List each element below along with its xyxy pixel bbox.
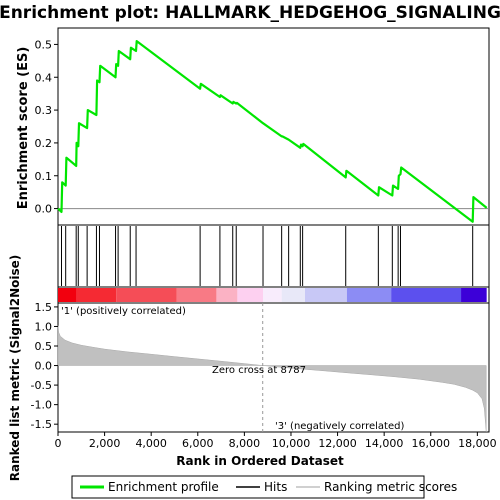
es-y-axis-label: Enrichment score (ES): [16, 47, 31, 210]
ranking-metric-area: [57, 325, 487, 433]
hits-panel: [57, 224, 490, 288]
ranking-metric-series: [57, 325, 487, 433]
legend: Enrichment profile Hits Ranking metric s…: [71, 475, 457, 499]
positive-correlation-label: '1' (positively correlated): [61, 306, 186, 317]
enrichment-plot-frame: [57, 27, 490, 226]
hit-markers: [60, 226, 474, 286]
rank-colorbar-segment: [216, 288, 238, 302]
rank-ytick-label: 0.0: [35, 360, 53, 373]
rank-colorbar-segment: [263, 288, 282, 302]
rank-xtick-label: 8,000: [229, 437, 261, 450]
rank-ytick-label: 1.0: [35, 320, 53, 333]
hits-plot-frame: [57, 224, 490, 288]
es-y-axis-ticks: 0.0 0.1 0.2 0.3 0.4 0.5: [35, 38, 58, 216]
rank-ytick-label: -1.5: [31, 418, 52, 431]
rank-colorbar-segment: [58, 288, 77, 302]
rank-xtick-label: 10,000: [272, 437, 311, 450]
rank-colorbar: [57, 286, 490, 304]
es-ytick-label: 0.1: [35, 170, 53, 183]
rank-y-axis-label: Ranked list metric (Signal2Noise): [8, 255, 22, 482]
rank-colorbar-segment: [461, 288, 487, 302]
rank-colorbar-segments: [58, 288, 487, 302]
rank-colorbar-segment: [237, 288, 264, 302]
es-ytick-label: 0.2: [35, 137, 53, 150]
figure-title: Enrichment plot: HALLMARK_HEDGEHOG_SIGNA…: [0, 3, 500, 23]
rank-xtick-label: 6,000: [182, 437, 214, 450]
rank-colorbar-segment: [116, 288, 177, 302]
rank-x-axis-ticks: 0 2,000 4,000 6,000 8,000 10,000 12,000 14,000 1…: [55, 432, 497, 450]
es-ytick-label: 0.0: [35, 203, 53, 216]
rank-colorbar-segment: [281, 288, 305, 302]
zero-cross-label: Zero cross at 8787: [212, 365, 306, 376]
rank-colorbar-segment: [176, 288, 217, 302]
rank-ytick-label: 0.5: [35, 340, 53, 353]
rank-ytick-label: -1.0: [31, 399, 52, 412]
enrichment-panel: 0.0 0.1 0.2 0.3 0.4 0.5 Enrichment score (ES): [16, 27, 490, 226]
negative-correlation-label: '3' (negatively correlated): [275, 421, 404, 432]
rank-xtick-label: 18,000: [458, 437, 497, 450]
rank-xtick-label: 2,000: [89, 437, 121, 450]
rank-colorbar-segment: [304, 288, 347, 302]
ranking-metric-panel: -1.5 -1.0 -0.5 0.0 0.5 1.0 1.5 0 2,000 4,000 6,00…: [8, 255, 497, 482]
rank-xtick-label: 0: [55, 437, 62, 450]
rank-y-axis-ticks: -1.5 -1.0 -0.5 0.0 0.5 1.0 1.5: [31, 301, 58, 431]
enrichment-profile-series: [57, 39, 488, 223]
rank-xtick-label: 12,000: [318, 437, 357, 450]
rank-xtick-label: 16,000: [412, 437, 451, 450]
es-ytick-label: 0.5: [35, 38, 53, 51]
rank-ytick-label: -0.5: [31, 379, 52, 392]
rank-x-axis-label: Rank in Ordered Dataset: [176, 454, 344, 468]
rank-ytick-label: 1.5: [35, 301, 53, 314]
rank-xtick-label: 14,000: [365, 437, 404, 450]
legend-ranking-label: Ranking metric scores: [324, 480, 457, 494]
es-ytick-label: 0.3: [35, 104, 53, 117]
legend-enrichment-label: Enrichment profile: [108, 480, 219, 494]
rank-colorbar-segment: [346, 288, 392, 302]
rank-xtick-label: 4,000: [135, 437, 167, 450]
enrichment-profile-line: [57, 39, 488, 223]
rank-colorbar-segment: [76, 288, 117, 302]
es-ytick-label: 0.4: [35, 71, 53, 84]
legend-hits-label: Hits: [264, 480, 287, 494]
rank-colorbar-segment: [391, 288, 462, 302]
